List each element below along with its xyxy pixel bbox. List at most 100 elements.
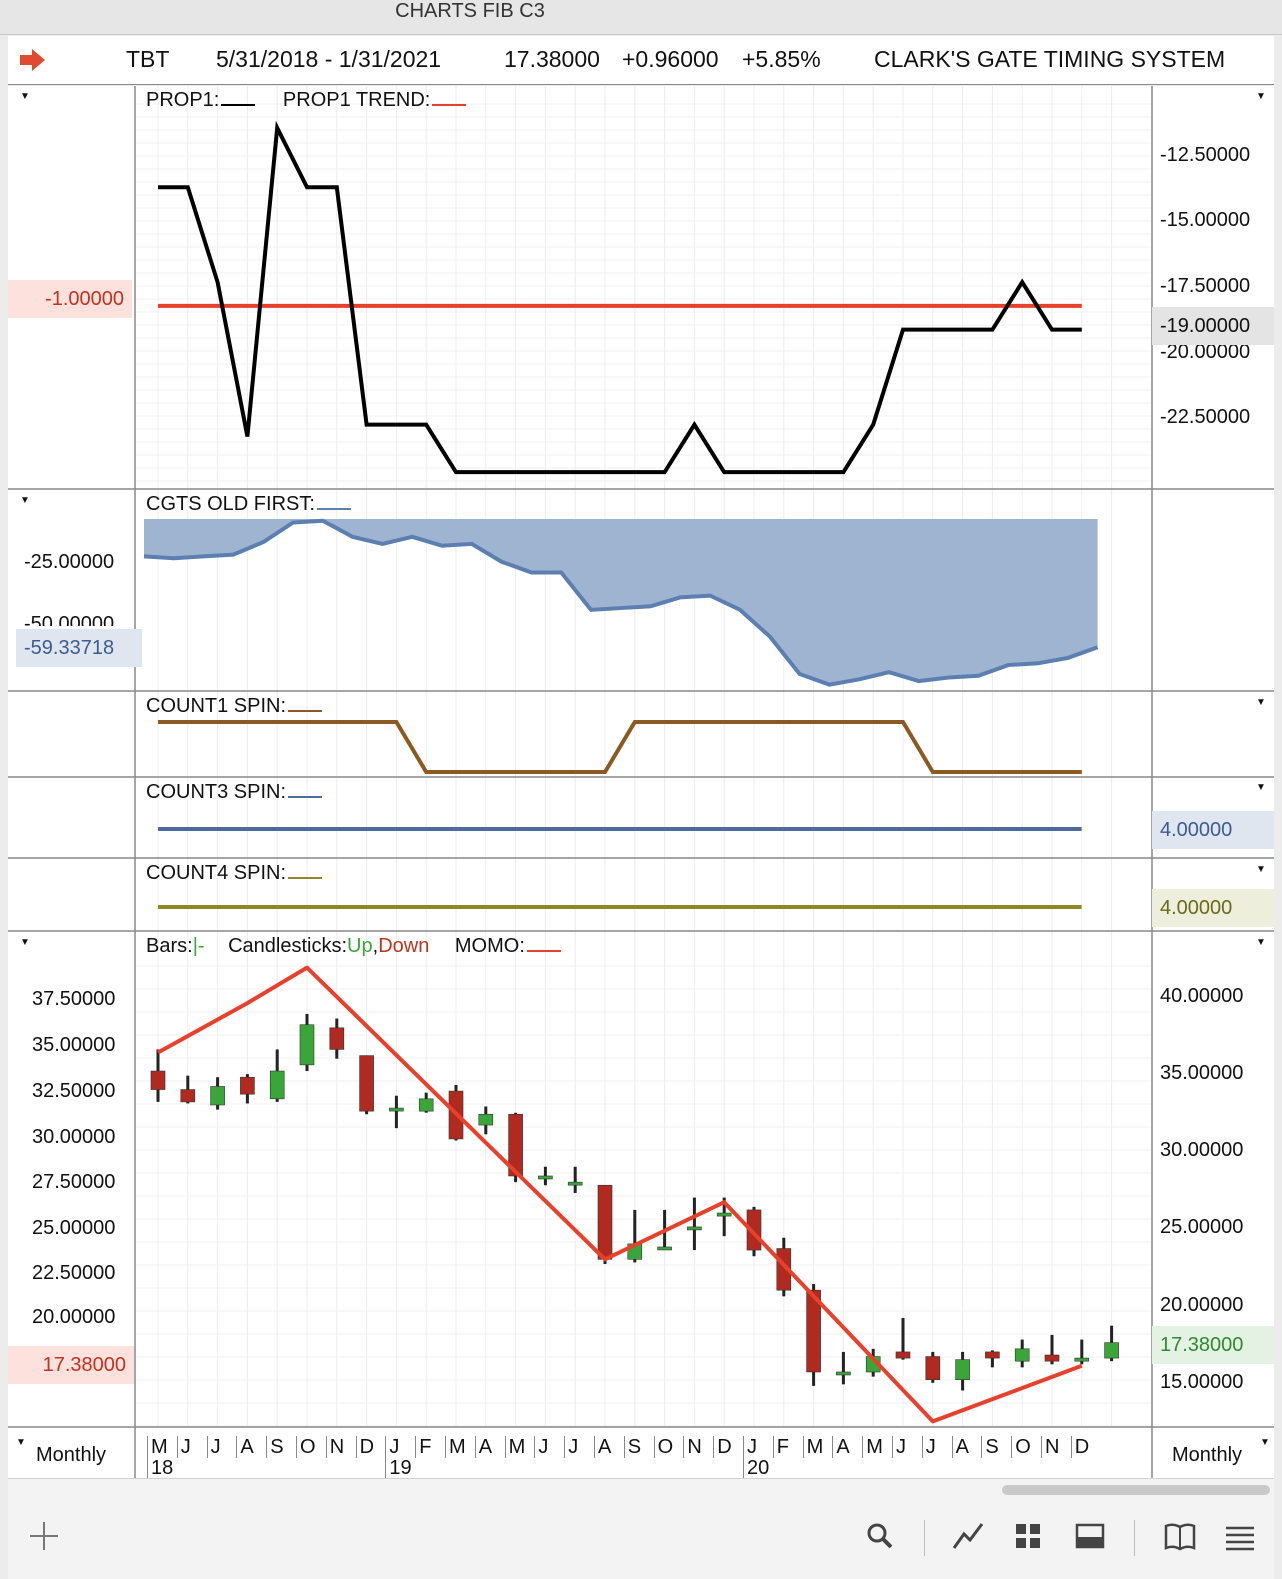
date-range: 5/31/2018 - 1/31/2021 [216, 46, 442, 72]
price-left-tick: 27.50000 [32, 1171, 116, 1193]
bottom-toolbar [8, 1478, 1274, 1579]
candle-up [687, 1226, 702, 1231]
x-month-label: J [743, 1436, 757, 1458]
toolbar-divider [1134, 1520, 1135, 1556]
prop1-value-badge: -19.00000 [1152, 307, 1274, 345]
prop1-line [158, 120, 1082, 475]
cgts-line [143, 518, 1099, 687]
window-titlebar: CHARTS FIB C3 [0, 0, 1282, 35]
momo-label: MOMO: [454, 935, 525, 957]
x-month-label: F [772, 1436, 789, 1458]
x-month-label: O [296, 1436, 316, 1458]
panel-menu-icon[interactable]: ▼ [20, 937, 30, 948]
x-month-label: D [1070, 1436, 1089, 1458]
x-month-label: J [564, 1436, 578, 1458]
charts-canvas[interactable] [8, 86, 1274, 1478]
candle-up [478, 1113, 494, 1126]
price-right-tick: 15.00000 [1160, 1371, 1244, 1393]
add-icon[interactable] [26, 1518, 62, 1554]
grid-layer [136, 86, 1151, 1427]
cgts-value-badge: -59.33718 [16, 629, 142, 667]
candle-down [1044, 1354, 1060, 1362]
cgts-tick: -50.00000 [24, 613, 115, 626]
x-month-label: N [325, 1436, 344, 1458]
x-month-label: O [653, 1436, 673, 1458]
search-icon[interactable] [862, 1518, 898, 1554]
panel-menu-icon[interactable]: ▼ [1256, 91, 1266, 102]
price-left-tick: 20.00000 [32, 1306, 116, 1328]
candle-down [240, 1076, 255, 1095]
period-left-label[interactable]: Monthly [36, 1444, 107, 1466]
price-left-tick: 35.00000 [32, 1034, 116, 1056]
price-left-tick: 25.00000 [32, 1217, 116, 1239]
panel-menu-icon[interactable]: ▼ [1256, 782, 1266, 793]
price-right-tick: 40.00000 [1160, 985, 1244, 1007]
count1-label: COUNT1 SPIN: [146, 695, 287, 717]
candle-up [836, 1371, 851, 1376]
grid-layout-icon[interactable] [1010, 1518, 1046, 1554]
panel-menu-icon[interactable]: ▼ [20, 495, 30, 506]
panel-menu-icon[interactable]: ▼ [20, 91, 30, 102]
price-change: +0.96000 [622, 46, 719, 72]
candle-up [955, 1359, 970, 1381]
x-month-label: J [206, 1436, 221, 1458]
price-legend: Bars:|- Candlesticks:Up,Down MOMO: [146, 934, 561, 958]
percent-change: +5.85% [742, 46, 821, 72]
candle-down [180, 1089, 196, 1103]
candle-down [329, 1027, 345, 1050]
panel-layout-icon[interactable] [1072, 1518, 1108, 1554]
price-left-tick: 32.50000 [32, 1080, 116, 1102]
price-right-tick: 20.00000 [1160, 1294, 1244, 1316]
prop1-trend-label: PROP1 TREND: [282, 89, 431, 111]
period-menu-icon[interactable]: ▼ [1260, 1437, 1270, 1448]
prop1-trend-value-badge: -1.00000 [8, 280, 132, 318]
x-month-label: A [236, 1436, 254, 1458]
candle-up [1014, 1348, 1030, 1362]
price-right-badge: 17.38000 [1152, 1326, 1274, 1364]
x-month-label: J [176, 1436, 191, 1458]
horizontal-scrollbar[interactable] [1002, 1485, 1270, 1495]
x-month-label: S [266, 1436, 284, 1458]
up-label: Up [347, 935, 373, 957]
candles-label: Candlesticks: [228, 935, 348, 957]
candle-down [895, 1351, 911, 1359]
panel-menu-icon[interactable]: ▼ [1256, 864, 1266, 875]
cgts-title: CGTS OLD FIRST: [146, 492, 351, 516]
x-month-label: A [474, 1436, 492, 1458]
cgts-swatch [316, 508, 351, 510]
x-month-label: S [981, 1436, 999, 1458]
candle-down [985, 1351, 1000, 1359]
candle-up [716, 1212, 732, 1217]
menu-icon[interactable] [1222, 1518, 1258, 1554]
chart-area[interactable]: ▼ ▼ ▼ ▼ ▼ ▼ ▼ ▼ ▼ ▼ PROP1: PROP1 TREND: … [8, 86, 1274, 1479]
draw-line-icon[interactable] [950, 1518, 986, 1554]
cgts-tick: -25.00000 [24, 551, 115, 573]
period-right-label[interactable]: Monthly [1172, 1444, 1243, 1466]
x-month-label: J [385, 1436, 399, 1458]
price-left-tick: 22.50000 [32, 1262, 116, 1284]
candle-up [389, 1107, 404, 1112]
count3-value-badge: 4.00000 [1152, 811, 1274, 849]
count3-label: COUNT3 SPIN: [146, 781, 287, 803]
prop1-tick: -12.50000 [1160, 144, 1251, 166]
candle-up [418, 1098, 434, 1112]
x-month-label: M [147, 1436, 168, 1458]
x-month-label: D [713, 1436, 732, 1458]
candle-down [150, 1070, 166, 1090]
cgts-area [144, 519, 1098, 685]
candle-down [597, 1184, 613, 1260]
period-menu-icon[interactable]: ▼ [16, 1437, 26, 1448]
panel-menu-icon[interactable]: ▼ [1256, 937, 1266, 948]
count1-title: COUNT1 SPIN: [146, 694, 323, 718]
price-left-tick: 30.00000 [32, 1126, 116, 1148]
candle-down [359, 1055, 374, 1112]
price-right-tick: 35.00000 [1160, 1062, 1244, 1084]
candle-down [806, 1289, 821, 1373]
price-right-tick: 25.00000 [1160, 1216, 1244, 1238]
x-year-label: 20 [743, 1457, 769, 1479]
arrow-right-icon[interactable] [18, 46, 48, 74]
panel-menu-icon[interactable]: ▼ [1256, 697, 1266, 708]
x-month-label: S [623, 1436, 641, 1458]
count4-swatch [288, 877, 323, 879]
book-icon[interactable] [1162, 1518, 1198, 1554]
